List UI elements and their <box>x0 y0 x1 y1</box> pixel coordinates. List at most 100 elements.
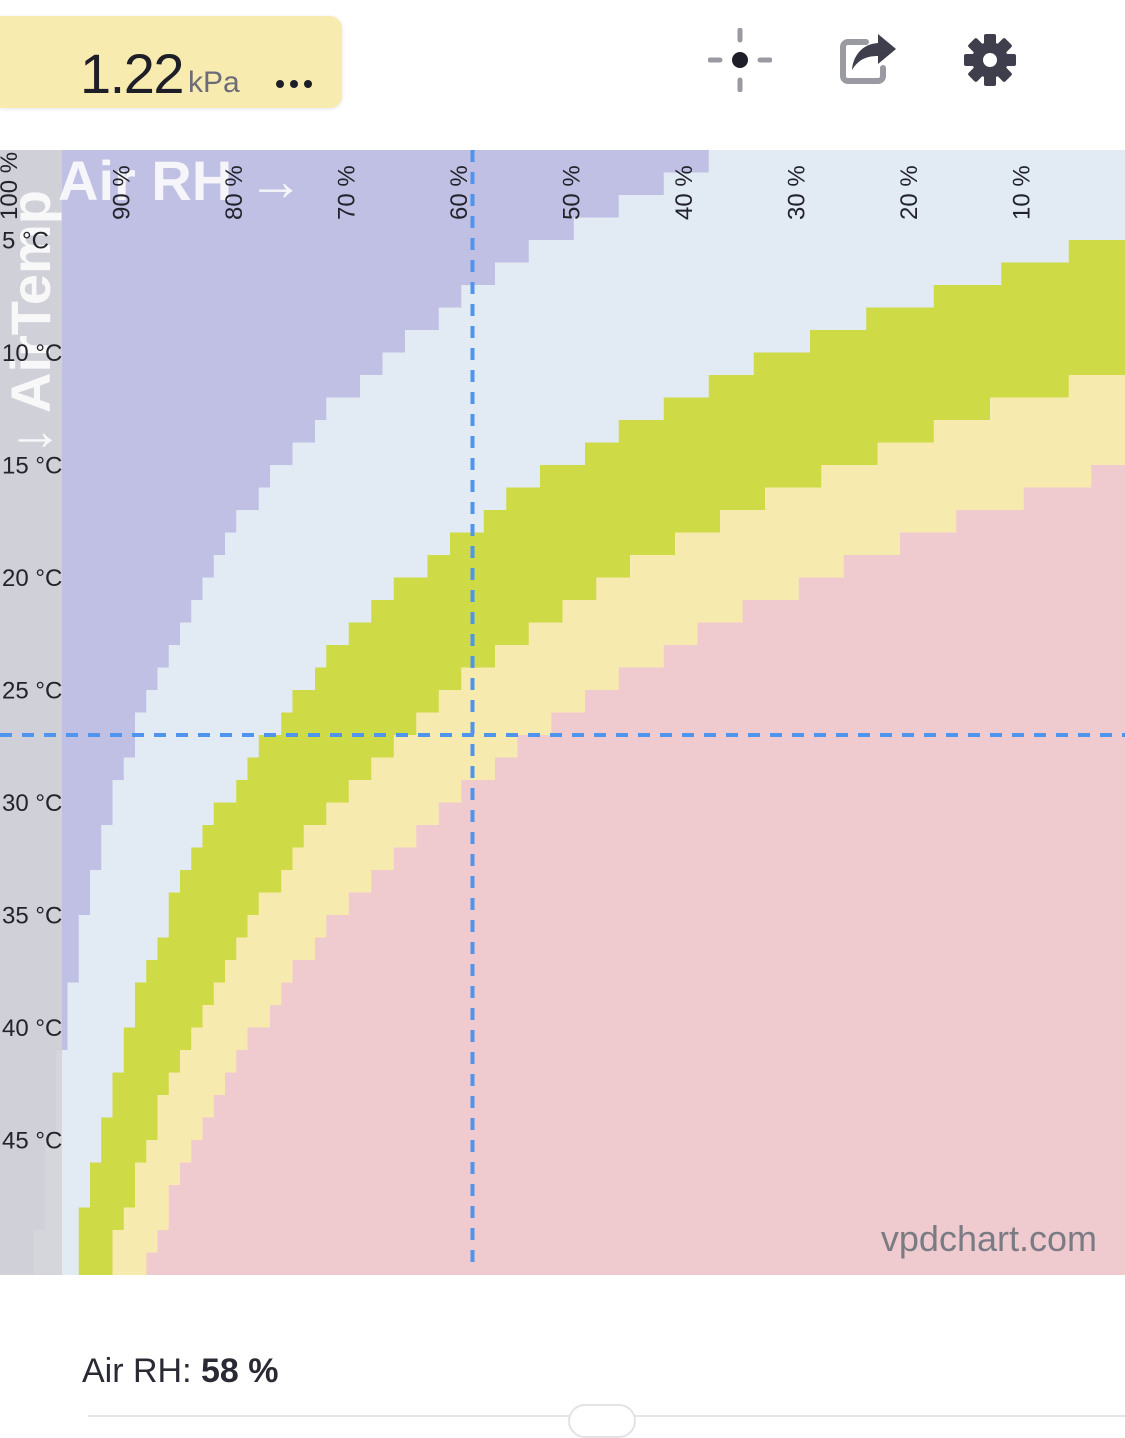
vpd-cell <box>169 645 327 668</box>
vpd-cell <box>461 668 619 691</box>
vpd-cell <box>135 713 282 736</box>
rh-readout: Air RH: 58 % <box>82 1352 279 1391</box>
watermark: vpdchart.com <box>881 1218 1097 1259</box>
rh-readout-value: 58 % <box>201 1352 279 1390</box>
vpd-cell <box>124 758 248 781</box>
x-tick-label: 80 % <box>221 165 248 220</box>
vpd-unit: kPa <box>188 66 240 100</box>
vpd-cell <box>236 780 349 803</box>
vpd-cell <box>293 443 586 466</box>
vpd-cell <box>56 1095 113 1118</box>
vpd-cell <box>214 983 282 1006</box>
vpd-cell <box>236 510 484 533</box>
vpd-cell <box>101 1140 147 1163</box>
vpd-cell <box>416 825 1125 848</box>
settings-icon[interactable] <box>962 32 1018 88</box>
vpd-cell <box>158 668 316 691</box>
x-tick-label: 50 % <box>559 165 586 220</box>
vpd-cell <box>563 600 744 623</box>
vpd-cell <box>113 1073 170 1096</box>
x-tick-label: 60 % <box>446 165 473 220</box>
vpd-cell <box>113 803 215 826</box>
vpd-cell <box>293 848 395 871</box>
vpd-cell <box>529 623 698 646</box>
vpd-cell <box>124 1208 170 1231</box>
vpd-cell <box>810 330 1125 353</box>
vpd-cell <box>191 1028 248 1051</box>
x-tick-label: 100 % <box>0 152 23 220</box>
vpd-cell <box>293 690 440 713</box>
vpd-cell <box>281 983 1125 1006</box>
vpd-cell <box>169 893 260 916</box>
vpd-cell <box>259 735 395 758</box>
vpd-cell <box>484 510 721 533</box>
vpd-cell <box>428 555 631 578</box>
vpd-cell <box>326 915 1125 938</box>
share-icon[interactable] <box>838 30 900 86</box>
vpd-cell <box>383 353 755 376</box>
vpd-cell <box>101 848 192 871</box>
y-tick-label: 45 °C <box>2 1128 62 1155</box>
vpd-cell <box>79 1230 113 1253</box>
vpd-cell <box>371 870 1125 893</box>
vpd-cell <box>248 758 372 781</box>
vpd-cell <box>146 1140 192 1163</box>
vpd-cell <box>495 758 1125 781</box>
vpd-cell <box>439 308 867 331</box>
vpd-cell <box>180 1050 237 1073</box>
vpd-cell <box>439 690 586 713</box>
vpd-cell <box>79 1208 125 1231</box>
vpd-cell <box>203 825 305 848</box>
vpd-cell <box>540 465 822 488</box>
vpd-cell <box>371 600 563 623</box>
vpd-cell <box>0 240 529 263</box>
vpd-cell <box>844 555 1125 578</box>
vpd-cell <box>293 960 1125 983</box>
vpd-value: 1.22 <box>80 41 183 106</box>
x-tick-label: 70 % <box>334 165 361 220</box>
vpd-cell <box>698 623 1125 646</box>
vpd-cell <box>68 1005 136 1028</box>
vpd-cell <box>518 735 1125 758</box>
vpd-cell <box>79 960 147 983</box>
vpd-cell <box>281 713 417 736</box>
vpd-cell <box>281 870 372 893</box>
vpd-cell <box>203 1118 1125 1141</box>
vpd-cell <box>529 240 1070 263</box>
vpd-cell <box>90 870 181 893</box>
locate-icon[interactable] <box>708 28 772 92</box>
vpd-cell <box>225 533 451 556</box>
vpd-cell <box>203 578 395 601</box>
vpd-cell <box>585 443 878 466</box>
vpd-cell <box>113 780 237 803</box>
vpd-cell <box>990 398 1125 421</box>
vpd-cell <box>191 600 372 623</box>
vpd-cell <box>315 668 462 691</box>
more-options-icon[interactable] <box>272 76 316 92</box>
vpd-cell <box>506 488 765 511</box>
vpd-cell <box>158 938 237 961</box>
drawer-handle[interactable] <box>568 1404 636 1438</box>
vpd-cell <box>79 915 170 938</box>
vpd-heatmap-cells <box>0 150 1125 1275</box>
vpd-cell <box>956 510 1125 533</box>
y-tick-label: 10 °C <box>2 340 62 367</box>
vpd-cell <box>394 848 1125 871</box>
vpd-cell <box>664 645 1125 668</box>
vpd-cell <box>754 353 1125 376</box>
vpd-cell <box>349 780 462 803</box>
vpd-cell <box>304 825 417 848</box>
vpd-cell <box>630 555 844 578</box>
vpd-cell <box>551 713 1125 736</box>
vpd-cell <box>135 1163 181 1186</box>
vpd-cell <box>416 713 552 736</box>
y-tick-label: 15 °C <box>2 453 62 480</box>
vpd-cell <box>619 668 1125 691</box>
vpd-cell <box>191 1140 1125 1163</box>
vpd-cell <box>90 1185 136 1208</box>
vpd-cell <box>90 893 169 916</box>
vpd-cell <box>259 488 507 511</box>
vpd-cell <box>326 645 495 668</box>
vpd-readout-badge[interactable]: 1.22 kPa <box>0 16 342 108</box>
